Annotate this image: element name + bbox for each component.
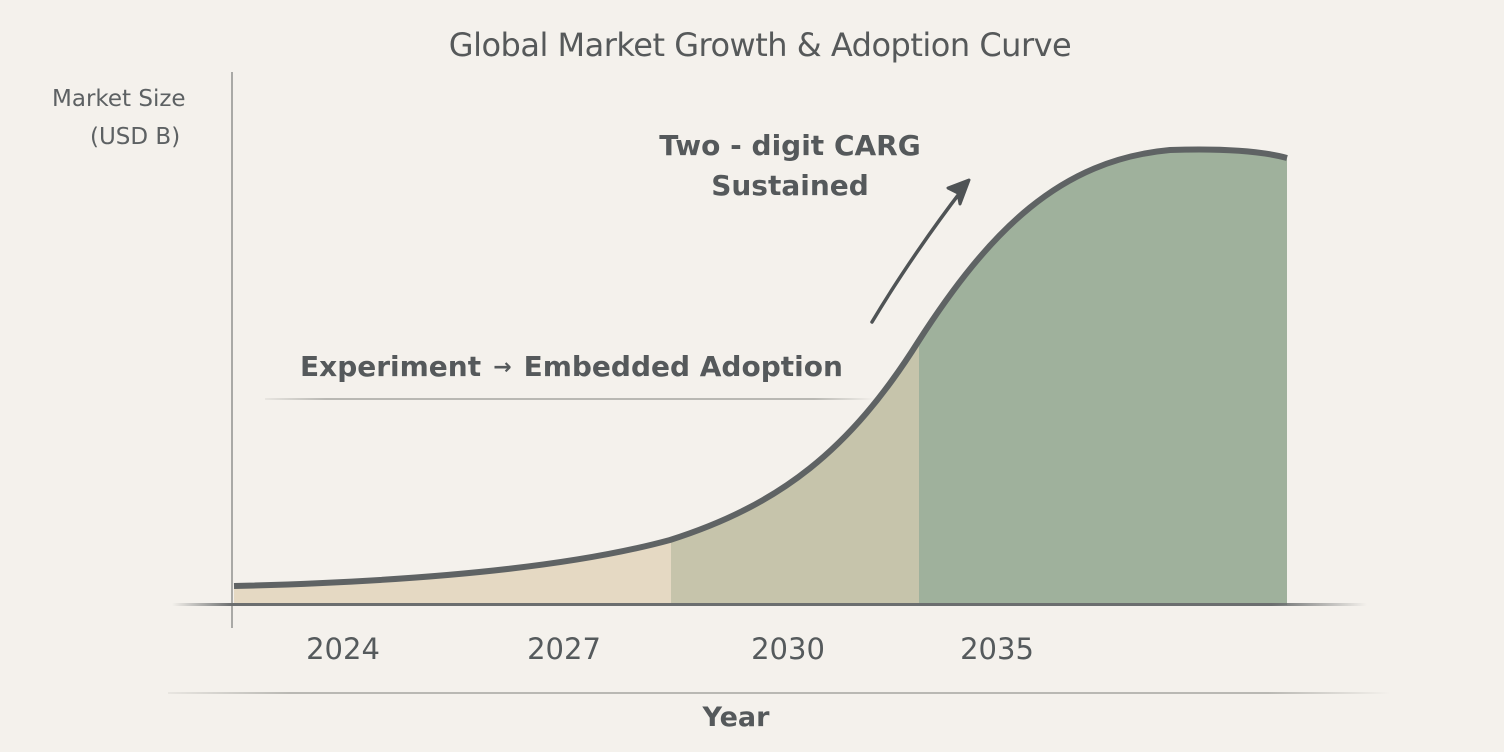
cagr-annotation: Two - digit CARG Sustained xyxy=(640,126,940,206)
adoption-phase-annotation: Experiment → Embedded Adoption xyxy=(300,350,843,383)
x-tick-2027: 2027 xyxy=(527,632,601,666)
x-label-separator xyxy=(168,692,1390,694)
phase-embedded-label: Embedded Adoption xyxy=(523,350,843,383)
annotation-underline xyxy=(265,398,875,400)
growth-arrow-icon xyxy=(870,178,971,324)
phase-experiment-label: Experiment xyxy=(300,350,482,383)
x-tick-2035: 2035 xyxy=(960,632,1034,666)
x-tick-2030: 2030 xyxy=(751,632,825,666)
y-axis-label: Market Size (USD B) xyxy=(52,80,252,156)
cagr-annotation-line2: Sustained xyxy=(711,169,869,202)
cagr-annotation-line1: Two - digit CARG xyxy=(659,129,921,162)
y-axis-label-line1: Market Size xyxy=(52,86,186,112)
market-growth-curve xyxy=(233,146,1288,589)
y-axis-label-line2: (USD B) xyxy=(90,124,181,150)
region-embedded-adoption xyxy=(919,149,1287,605)
x-axis-label: Year xyxy=(702,702,770,733)
x-axis-line xyxy=(172,603,1367,606)
x-tick-2024: 2024 xyxy=(306,632,380,666)
right-arrow-icon: → xyxy=(493,355,512,380)
chart-title: Global Market Growth & Adoption Curve xyxy=(448,26,1072,64)
